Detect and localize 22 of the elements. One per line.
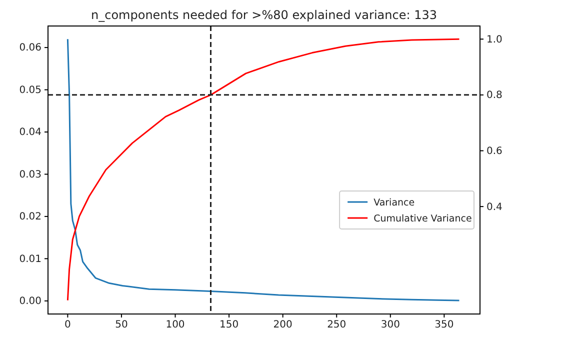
y2-tick-label: 0.6 <box>486 146 502 157</box>
y-tick-label: 0.03 <box>19 169 42 180</box>
y-tick-label: 0.02 <box>19 212 42 223</box>
x-tick-label: 350 <box>434 320 454 331</box>
y2-tick-label: 0.8 <box>486 90 502 102</box>
y-tick-label: 0.00 <box>19 296 42 308</box>
y-tick-label: 0.04 <box>19 127 42 138</box>
y2-tick-label: 1.0 <box>486 34 502 46</box>
x-tick-label: 250 <box>327 320 346 331</box>
y-tick-label: 0.01 <box>19 254 42 265</box>
x-tick-label: 200 <box>273 320 292 331</box>
x-tick-label: 0 <box>64 320 71 331</box>
legend-label: Variance <box>374 198 415 208</box>
x-tick-label: 50 <box>115 320 128 331</box>
y-tick-label: 0.06 <box>19 42 42 54</box>
y-tick-label: 0.05 <box>19 84 42 96</box>
y2-tick-label: 0.4 <box>486 202 502 213</box>
x-tick-label: 150 <box>219 320 239 331</box>
legend-label: Cumulative Variance <box>374 214 472 224</box>
x-tick-label: 100 <box>166 320 185 331</box>
x-tick-label: 300 <box>380 320 400 331</box>
chart-title: n_components needed for >%80 explained variance: 133 <box>91 8 437 22</box>
